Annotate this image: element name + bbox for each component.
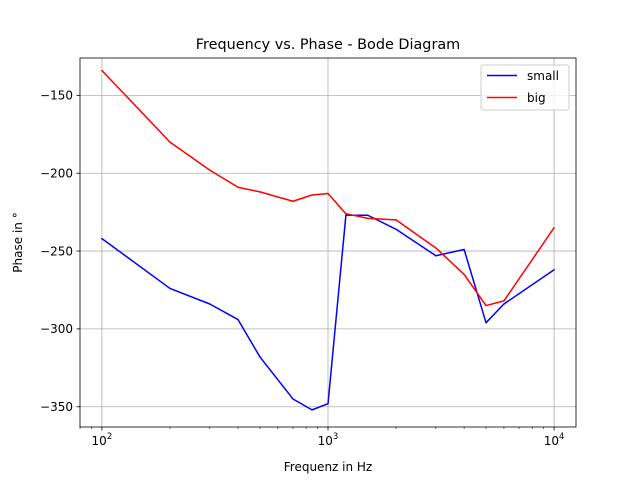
y-tick-label: −200 <box>40 167 73 181</box>
data-point-small <box>209 303 211 305</box>
data-point-big <box>395 219 397 221</box>
data-point-small <box>237 318 239 321</box>
data-point-big <box>169 141 171 143</box>
y-axis-label: Phase in ° <box>11 212 25 272</box>
y-tick-label: −250 <box>40 244 73 258</box>
legend-label-big: big <box>527 91 546 105</box>
y-tick-label: −350 <box>40 400 73 414</box>
data-point-small <box>292 398 294 400</box>
legend: small big <box>480 64 570 111</box>
data-point-big <box>345 212 347 215</box>
legend-label-small: small <box>527 69 559 83</box>
data-point-big <box>435 247 437 249</box>
chart-title: Frequency vs. Phase - Bode Diagram <box>196 37 460 53</box>
data-point-small <box>367 214 369 217</box>
data-point-big <box>553 226 555 229</box>
data-point-big <box>259 191 261 193</box>
data-point-big <box>463 273 465 276</box>
data-point-big <box>237 186 239 188</box>
x-tick-label: 103 <box>318 432 339 448</box>
data-point-big <box>485 304 487 307</box>
data-point-big <box>367 217 369 220</box>
y-tick-label: −150 <box>40 89 73 103</box>
x-tick-label: 104 <box>544 432 565 448</box>
data-point-big <box>209 169 211 171</box>
data-point-small <box>345 214 347 217</box>
data-point-small <box>485 321 487 324</box>
series-lines <box>101 69 555 411</box>
x-axis-label: Frequenz in Hz <box>284 460 372 474</box>
data-point-big <box>327 192 329 195</box>
data-point-small <box>553 268 555 271</box>
y-tick-label: −300 <box>40 322 73 336</box>
data-point-small <box>327 402 329 405</box>
data-point-small <box>311 409 313 411</box>
x-tick-label: 102 <box>92 432 113 448</box>
data-point-big <box>101 69 103 72</box>
data-point-big <box>503 300 505 302</box>
series-line-small <box>101 214 555 411</box>
data-point-small <box>503 303 505 305</box>
data-point-big <box>311 194 313 196</box>
axis-ticks: 102 103 104 −150 −200 −250 −300 −350 <box>40 89 564 448</box>
data-point-small <box>101 237 103 240</box>
grid <box>80 58 576 427</box>
data-point-small <box>435 254 437 257</box>
data-point-small <box>259 356 261 358</box>
data-point-small <box>395 228 397 231</box>
series-line-big <box>101 69 555 307</box>
data-point-small <box>463 248 465 251</box>
data-point-small <box>169 287 171 290</box>
data-point-big <box>292 200 294 202</box>
